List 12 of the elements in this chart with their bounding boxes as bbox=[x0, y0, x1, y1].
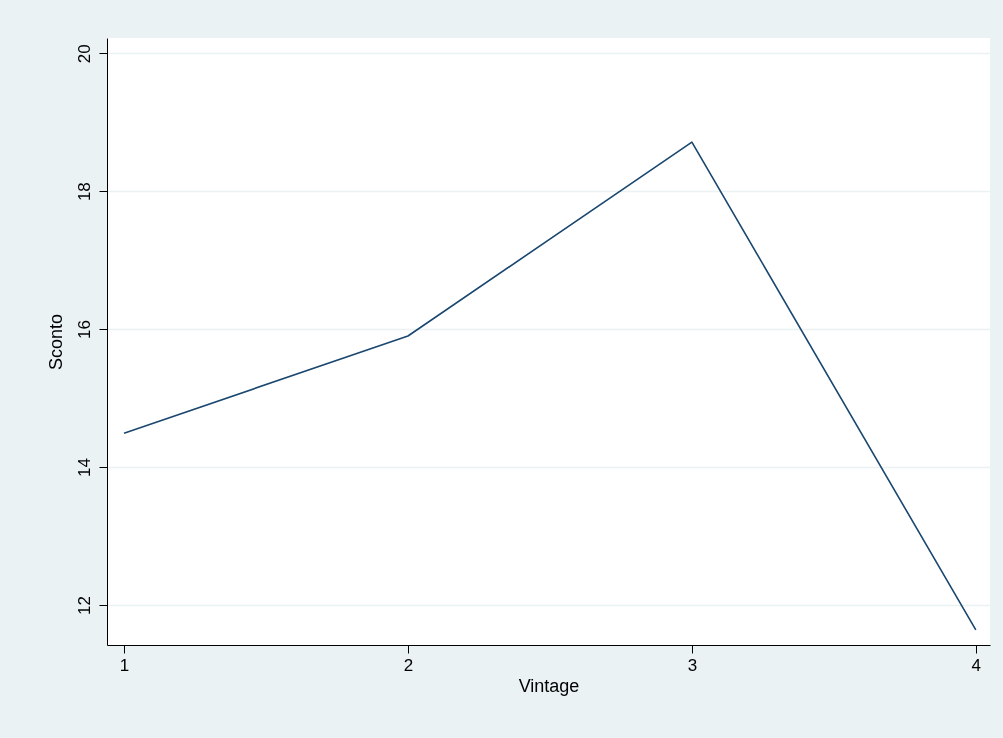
y-tick-label: 18 bbox=[74, 182, 94, 202]
y-tick-label: 20 bbox=[74, 44, 94, 64]
y-axis-title: Sconto bbox=[45, 313, 66, 371]
x-tick-label: 3 bbox=[687, 655, 698, 675]
x-tick-label: 1 bbox=[119, 655, 130, 675]
x-axis-title: Vintage bbox=[518, 675, 580, 696]
line-series bbox=[123, 141, 977, 631]
y-tick-label: 16 bbox=[74, 320, 94, 340]
x-tick-label: 2 bbox=[403, 655, 414, 675]
y-tick-label: 14 bbox=[74, 458, 94, 477]
x-tick-label: 4 bbox=[971, 655, 982, 675]
y-tick-label: 12 bbox=[74, 596, 94, 615]
